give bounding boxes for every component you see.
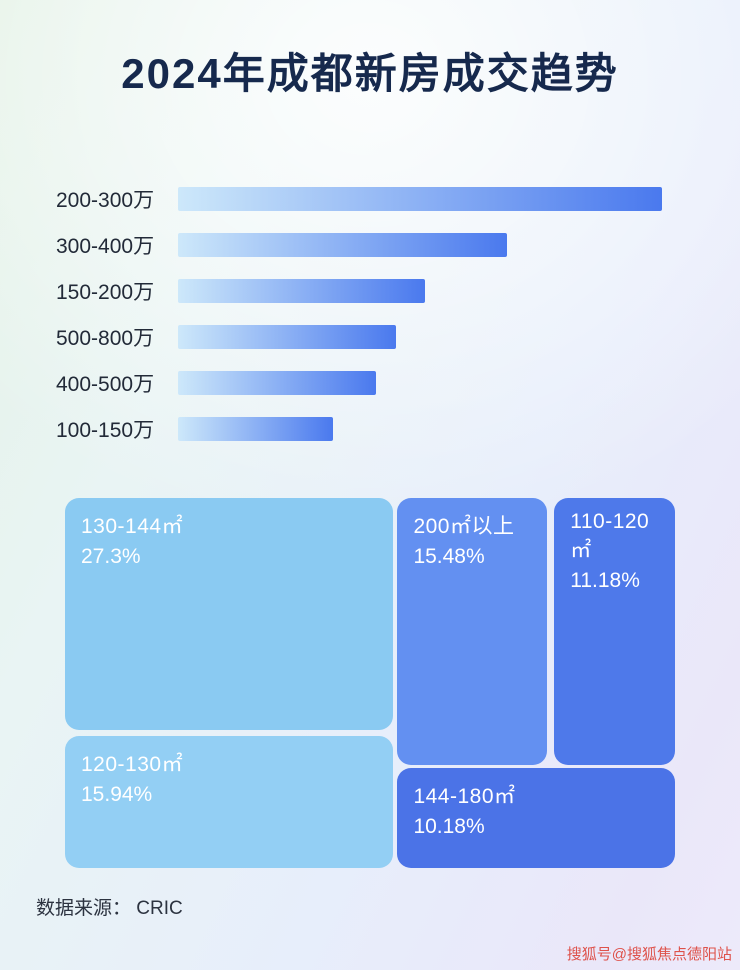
treemap-block-percent: 27.3% bbox=[81, 545, 141, 568]
treemap-block-label: 144-180㎡ bbox=[413, 785, 516, 809]
bar-row: 300-400万 bbox=[56, 222, 662, 268]
bar bbox=[178, 325, 396, 349]
bar-row: 100-150万 bbox=[56, 406, 662, 452]
treemap-block: 130-144㎡ 27.3% bbox=[65, 498, 394, 730]
bar bbox=[178, 279, 425, 303]
treemap-block-label: 120-130㎡ bbox=[81, 752, 184, 776]
bar-row: 200-300万 bbox=[56, 176, 662, 222]
watermark: 搜狐号@搜狐焦点德阳站 bbox=[566, 946, 732, 963]
price-range-bar-chart: 200-300万 300-400万 150-200万 500-800万 400-500万… bbox=[56, 176, 662, 452]
data-source: 数据来源： CRIC bbox=[36, 898, 183, 919]
bar bbox=[178, 371, 377, 395]
bar-track bbox=[178, 325, 662, 349]
bar-category-label: 500-800万 bbox=[56, 327, 155, 350]
bar-category-label: 400-500万 bbox=[56, 373, 155, 396]
treemap-block-percent: 15.94% bbox=[81, 782, 153, 806]
area-share-treemap: 130-144㎡ 27.3% 200㎡以上 15.48% 110-120㎡ 11… bbox=[65, 498, 675, 868]
treemap-block: 120-130㎡ 15.94% bbox=[65, 735, 394, 868]
treemap-block-percent: 11.18% bbox=[570, 569, 640, 592]
treemap-block-label: 130-144㎡ bbox=[81, 515, 184, 538]
bar-category-label: 200-300万 bbox=[56, 189, 155, 212]
bar-category-label: 150-200万 bbox=[56, 281, 155, 304]
bar-track bbox=[178, 417, 662, 441]
bar-track bbox=[178, 187, 662, 211]
treemap-block: 200㎡以上 15.48% bbox=[397, 498, 548, 766]
treemap-block: 110-120㎡ 11.18% bbox=[554, 498, 675, 766]
bar bbox=[178, 233, 508, 257]
bar bbox=[178, 187, 662, 211]
bar-row: 500-800万 bbox=[56, 314, 662, 360]
treemap-block-label: 110-120㎡ bbox=[570, 510, 650, 562]
bar-category-label: 300-400万 bbox=[56, 235, 155, 258]
bar-row: 400-500万 bbox=[56, 360, 662, 406]
page-title: 2024年成都新房成交趋势 bbox=[121, 50, 619, 97]
treemap-block-percent: 15.48% bbox=[413, 545, 485, 568]
treemap-block-label: 200㎡以上 bbox=[413, 515, 515, 538]
bar-row: 150-200万 bbox=[56, 268, 662, 314]
bar-track bbox=[178, 233, 662, 257]
bar-track bbox=[178, 279, 662, 303]
bar-category-label: 100-150万 bbox=[56, 419, 155, 442]
treemap-block: 144-180㎡ 10.18% bbox=[397, 768, 675, 868]
treemap-block-percent: 10.18% bbox=[413, 815, 485, 839]
bar bbox=[178, 417, 333, 441]
bar-track bbox=[178, 371, 662, 395]
